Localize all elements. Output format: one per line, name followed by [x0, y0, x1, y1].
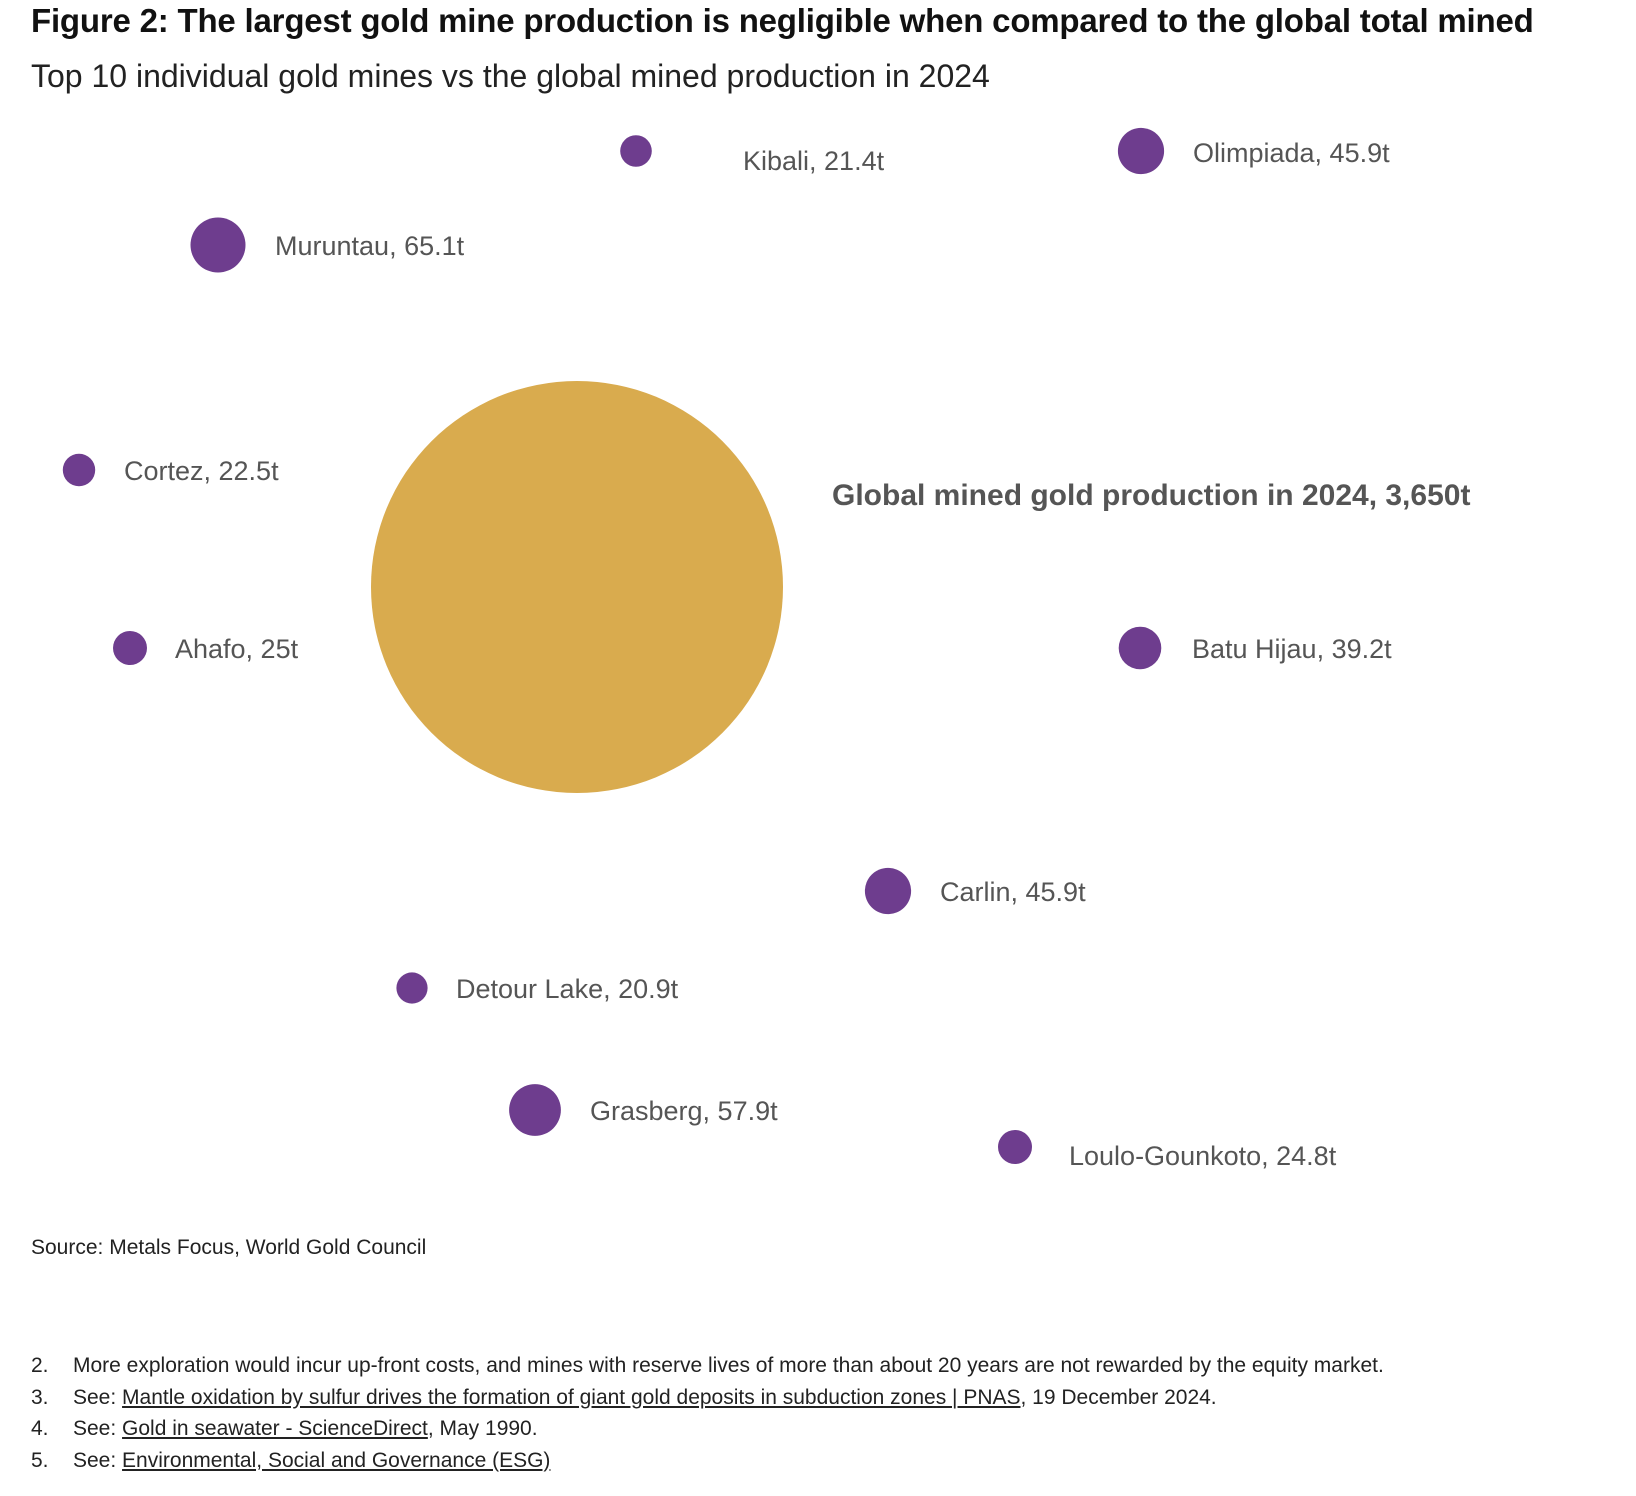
footnote-link-esg[interactable]: Environmental, Social and Governance (ES… — [122, 1448, 551, 1472]
footnote-number: 3. — [31, 1385, 49, 1409]
footnote-link-pnas[interactable]: Mantle oxidation by sulfur drives the fo… — [122, 1385, 1021, 1409]
footnote-link-sciencedirect[interactable]: Gold in seawater - ScienceDirect — [122, 1417, 428, 1440]
footnote-text: More exploration would incur up-front co… — [73, 1354, 1384, 1377]
label-batu-hijau: Batu Hijau, 39.2t — [1192, 634, 1392, 664]
footnote-number: 2. — [31, 1354, 49, 1377]
label-grasberg: Grasberg, 57.9t — [590, 1096, 778, 1126]
source-note: Source: Metals Focus, World Gold Council — [31, 1236, 427, 1259]
bubble-detour-lake — [396, 972, 428, 1004]
label-cortez: Cortez, 22.5t — [124, 456, 279, 486]
footnote-item: 3. See: Mantle oxidation by sulfur drives… — [31, 1382, 1384, 1414]
footnote-number: 5. — [31, 1448, 49, 1472]
footnote-text: See: — [73, 1417, 123, 1440]
figure-subtitle: Top 10 individual gold mines vs the glob… — [31, 58, 990, 94]
bubble-cortez — [62, 453, 96, 487]
bubble-carlin — [864, 867, 912, 915]
bubble-muruntau — [190, 217, 246, 273]
label-carlin: Carlin, 45.9t — [940, 877, 1086, 907]
footnote-number: 4. — [31, 1417, 49, 1440]
bubble-chart: Global mined gold production in 2024, 3,… — [62, 127, 1470, 1171]
footnote-item: 5. See: Environmental, Social and Governa… — [31, 1445, 1384, 1477]
bubble-loulo-gounkoto — [998, 1130, 1032, 1164]
label-loulo-gounkoto: Loulo-Gounkoto, 24.8t — [1069, 1141, 1337, 1171]
footnote-text: See: — [73, 1385, 123, 1409]
footnotes: 2. More exploration would incur up-front … — [31, 1350, 1384, 1476]
footnote-text: See: — [73, 1448, 123, 1472]
bubble-grasberg — [509, 1084, 561, 1136]
label-kibali: Kibali, 21.4t — [743, 146, 885, 176]
label-ahafo: Ahafo, 25t — [175, 634, 299, 664]
bubble-batu-hijau — [1118, 626, 1162, 670]
bubble-global-production — [371, 381, 783, 793]
bubble-olimpiada — [1117, 127, 1165, 175]
label-olimpiada: Olimpiada, 45.9t — [1193, 138, 1390, 168]
footnote-item: 4. See: Gold in seawater - ScienceDirect,… — [31, 1413, 1384, 1445]
label-muruntau: Muruntau, 65.1t — [275, 231, 465, 261]
bubble-ahafo — [113, 631, 147, 665]
figure-title: Figure 2: The largest gold mine producti… — [31, 2, 1534, 39]
footnote-item: 2. More exploration would incur up-front … — [31, 1350, 1384, 1382]
bubble-kibali — [620, 135, 652, 167]
label-detour-lake: Detour Lake, 20.9t — [456, 974, 679, 1004]
footnote-text-suffix: , May 1990. — [427, 1417, 538, 1440]
footnote-text-suffix: , 19 December 2024. — [1020, 1385, 1217, 1409]
label-global-production: Global mined gold production in 2024, 3,… — [832, 479, 1470, 512]
